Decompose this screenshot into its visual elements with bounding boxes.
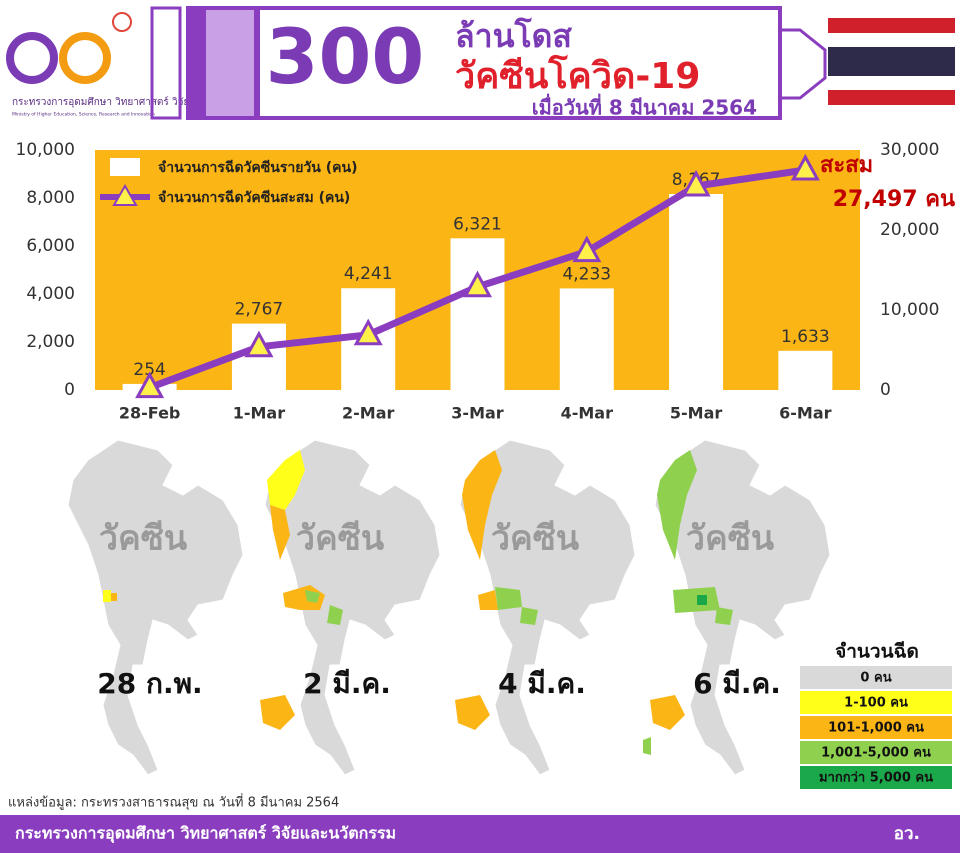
logo-text-en: Ministry of Higher Education, Science, R… <box>12 112 155 118</box>
y2-tick-label: 20,000 <box>880 220 939 240</box>
value-label: 4,233 <box>562 264 611 284</box>
region <box>478 590 498 610</box>
line-marker <box>462 270 493 298</box>
region <box>715 607 733 625</box>
y-tick-label: 2,000 <box>26 332 75 352</box>
value-label: 1,633 <box>781 327 830 347</box>
map-legend-swatch <box>800 666 952 689</box>
line-marker <box>353 318 383 346</box>
map-legend-label: มากกว่า 5,000 คน <box>819 771 933 786</box>
map-legend-swatch <box>800 741 952 764</box>
region <box>103 590 111 602</box>
footer-abbr: อว. <box>894 824 920 844</box>
region <box>455 695 490 730</box>
region <box>111 593 117 601</box>
subject: วัคซีนโควิด-19 <box>455 54 700 97</box>
line-marker <box>135 371 165 399</box>
value-label: 2,767 <box>235 300 284 320</box>
line-marker <box>790 153 820 181</box>
map-legend-title: จำนวนฉีด <box>835 641 919 663</box>
legend-swatch <box>110 158 140 176</box>
map-legend-label: 0 คน <box>860 671 891 686</box>
region <box>495 587 522 610</box>
legend-marker <box>112 184 138 206</box>
region <box>327 605 343 625</box>
y2-tick-label: 30,000 <box>880 140 939 160</box>
map: วัคซีน 2 มี.ค. <box>260 439 441 776</box>
thai-flag <box>828 18 955 105</box>
region <box>673 587 720 613</box>
region <box>643 737 651 755</box>
region <box>267 450 305 510</box>
map-label: 6 มี.ค. <box>693 667 781 700</box>
y-tick-label: 8,000 <box>26 188 75 208</box>
legend-label: จำนวนการฉีดวัคซีนรายวัน (คน) <box>158 160 357 176</box>
y2-tick-label: 10,000 <box>880 300 939 320</box>
region <box>697 595 707 605</box>
syringe <box>150 6 827 120</box>
map-legend-swatch <box>800 716 952 739</box>
map: วัคซีน 4 มี.ค. <box>455 439 636 776</box>
map-watermark: วัคซีน <box>296 519 384 559</box>
map-label: 28 ก.พ. <box>97 667 202 700</box>
logo <box>6 12 132 84</box>
region <box>305 590 320 603</box>
bar <box>450 238 505 390</box>
dose-number: 300 <box>266 12 425 101</box>
bar <box>559 288 614 390</box>
footer-bar <box>0 815 960 853</box>
source: แหล่งข้อมูล: กระทรวงสาธารณสุข ณ วันที่ 8… <box>8 794 339 811</box>
map-watermark: วัคซีน <box>99 519 187 559</box>
legend-label: จำนวนการฉีดวัคซีนสะสม (คน) <box>158 190 350 206</box>
map-legend: 0 คน 1-100 คน 101-1,000 คน 1,001-5,000 คนมา… <box>800 666 952 789</box>
annotation-value: 27,497 คน <box>833 187 955 212</box>
dose-unit: ล้านโดส <box>455 17 572 55</box>
date: เมื่อวันที่ 8 มีนาคม 2564 <box>532 93 757 120</box>
region <box>283 585 325 610</box>
map: วัคซีน 6 มี.ค. <box>643 439 831 776</box>
line-marker <box>572 235 602 263</box>
map-watermark: วัคซีน <box>491 519 579 559</box>
bar <box>778 350 833 390</box>
map-legend-label: 1,001-5,000 คน <box>821 746 931 761</box>
map-legend-label: 1-100 คน <box>844 696 908 711</box>
x-tick-label: 2-Mar <box>342 404 394 423</box>
y-tick-label: 10,000 <box>16 140 75 160</box>
region <box>520 607 538 625</box>
x-tick-label: 4-Mar <box>561 404 613 423</box>
annotation-label: สะสม <box>820 153 873 178</box>
map-legend-swatch <box>800 766 952 789</box>
footer-ministry: กระทรวงการอุดมศึกษา วิทยาศาสตร์ วิจัยและ… <box>15 824 396 844</box>
x-tick-label: 5-Mar <box>670 404 722 423</box>
region <box>462 450 502 560</box>
chart: 0 2,000 4,000 6,000 8,000 10,000 0 10,000 20,000… <box>16 140 955 423</box>
y2-tick-label: 0 <box>880 380 891 400</box>
line-marker <box>681 169 711 197</box>
y-tick-label: 0 <box>64 380 75 400</box>
value-label: 254 <box>133 360 165 380</box>
region <box>270 505 290 560</box>
map-legend-label: 101-1,000 คน <box>828 721 924 736</box>
map-label: 2 มี.ค. <box>303 667 391 700</box>
map-legend-swatch <box>800 691 952 714</box>
x-tick-label: 1-Mar <box>233 404 285 423</box>
line-marker <box>244 330 274 358</box>
x-tick-label: 3-Mar <box>451 404 503 423</box>
y-tick-label: 6,000 <box>26 236 75 256</box>
region <box>657 450 697 560</box>
value-label: 4,241 <box>344 264 393 284</box>
region <box>260 695 295 730</box>
bar <box>669 193 724 390</box>
x-tick-label: 6-Mar <box>779 404 831 423</box>
x-tick-label: 28-Feb <box>119 404 181 423</box>
value-label: 6,321 <box>453 214 502 234</box>
maps: วัคซีน 28 ก.พ. วัคซีน 2 มี.ค. วัคซีน 4 ม… <box>67 439 831 776</box>
map-label: 4 มี.ค. <box>498 667 586 700</box>
region <box>650 695 685 730</box>
map-watermark: วัคซีน <box>686 519 774 559</box>
y-tick-label: 4,000 <box>26 284 75 304</box>
map: วัคซีน 28 ก.พ. <box>67 439 244 776</box>
